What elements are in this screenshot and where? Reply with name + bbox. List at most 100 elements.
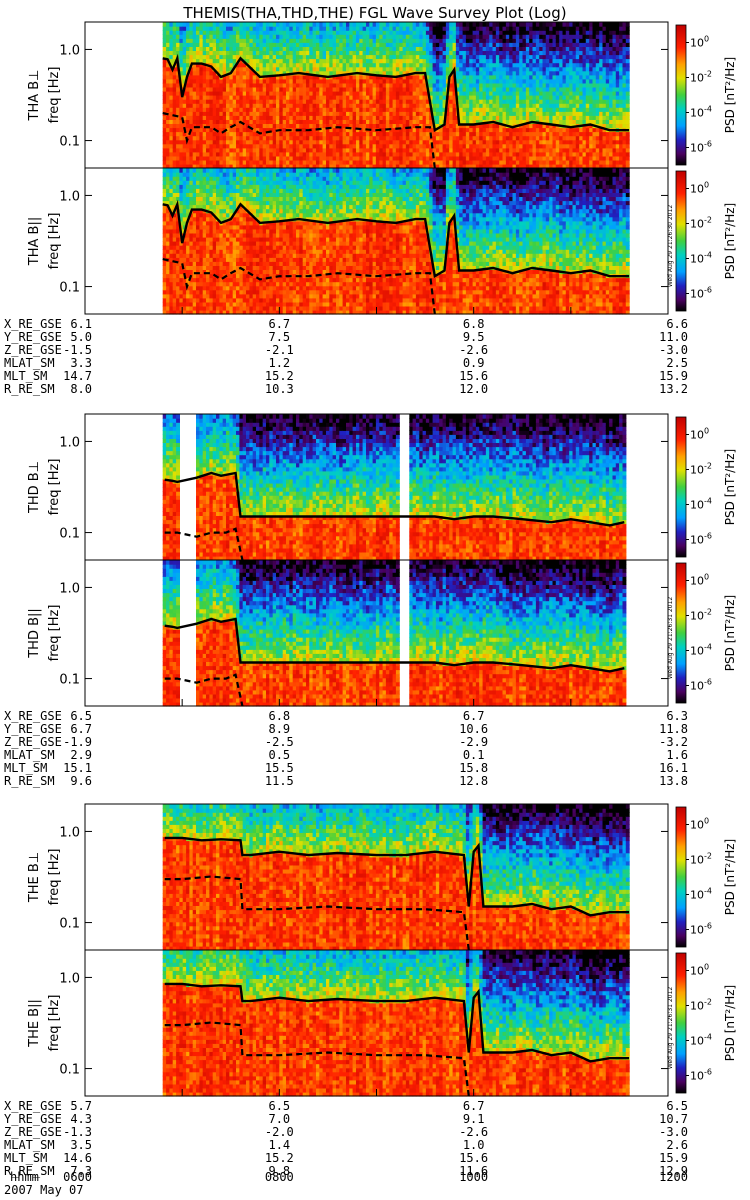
spectrogram-cell (302, 99, 307, 104)
spectrogram-cell (202, 74, 207, 80)
spectrogram-cell (545, 123, 550, 129)
spectrogram-cell (539, 30, 544, 35)
spectrogram-cell (342, 163, 347, 169)
spectrogram-cell (189, 163, 194, 169)
spectrogram-cell (179, 95, 184, 100)
spectrogram-cell (319, 143, 324, 149)
spectrogram-cell (502, 22, 507, 27)
spectrogram-cell (505, 143, 510, 149)
spectrogram-cell (316, 82, 320, 88)
spectrogram-cell (176, 50, 180, 56)
spectrogram-cell (166, 90, 170, 96)
spectrogram-cell (522, 70, 527, 76)
spectrogram-cell (242, 155, 247, 161)
spectrogram-cell (422, 131, 427, 137)
spectrogram-cell (389, 147, 394, 153)
spectrogram-cell (609, 151, 613, 157)
spectrogram-cell (182, 22, 187, 27)
spectrogram-cell (362, 119, 367, 124)
spectrogram-cell (545, 34, 550, 39)
spectrogram-cell (306, 139, 310, 145)
spectrogram-cell (475, 107, 480, 112)
spectrogram-cell (439, 139, 444, 145)
spectrogram-cell (222, 34, 227, 39)
spectrogram-cell (512, 78, 517, 84)
spectrogram-cell (336, 50, 340, 56)
spectrogram-cell (279, 70, 284, 76)
spectrogram-cell (186, 34, 190, 39)
spectrogram-cell (469, 62, 474, 68)
spectrogram-cell (342, 90, 347, 96)
spectrogram-cell (529, 127, 534, 133)
spectrogram-cell (322, 78, 327, 84)
spectrogram-cell (339, 115, 344, 120)
spectrogram-cell (276, 54, 280, 60)
spectrogram-cell (179, 127, 184, 133)
spectrogram-cell (196, 62, 200, 68)
spectrogram-cell (455, 54, 460, 60)
spectrogram-cell (479, 123, 484, 129)
spectrogram-cell (482, 42, 487, 47)
spectrogram-cell (542, 58, 547, 64)
spectrogram-cell (525, 86, 530, 92)
spectrogram-cell (375, 54, 380, 60)
spectrogram-cell (199, 90, 204, 96)
spectrogram-cell (542, 42, 547, 47)
spectrogram-cell (272, 82, 277, 88)
spectrogram-cell (242, 42, 247, 47)
spectrogram-cell (419, 143, 424, 149)
spectrogram-cell (296, 74, 300, 80)
spectrogram-cell (209, 38, 214, 43)
spectrogram-cell (555, 155, 560, 161)
spectrogram-cell (306, 42, 310, 47)
spectrogram-cell (322, 34, 327, 39)
spectrogram-cell (532, 155, 537, 161)
spectrogram-cell (479, 58, 484, 64)
spectrogram-cell (529, 74, 534, 80)
spectrogram-cell (372, 131, 377, 137)
spectrogram-cell (269, 86, 274, 92)
spectrogram-cell (495, 66, 500, 72)
spectrogram-cell (549, 82, 554, 88)
spectrogram-cell (532, 38, 537, 43)
spectrogram-cell (332, 38, 337, 43)
spectrogram-cell (479, 62, 484, 68)
spectrogram-cell (262, 143, 267, 149)
spectrogram-cell (469, 139, 474, 145)
spectrogram-cell (322, 58, 327, 64)
spectrogram-cell (166, 46, 170, 51)
spectrogram-cell (482, 86, 487, 92)
spectrogram-cell (209, 82, 214, 88)
spectrogram-cell (319, 147, 324, 153)
spectrogram-cell (619, 70, 623, 76)
spectrogram-cell (356, 54, 360, 60)
spectrogram-cell (509, 78, 514, 84)
spectrogram-cell (489, 131, 494, 137)
spectrogram-cell (449, 78, 454, 84)
spectrogram-cell (489, 99, 494, 104)
spectrogram-cell (409, 127, 414, 133)
spectrogram-cell (395, 46, 400, 51)
spectrogram-cell (565, 90, 570, 96)
spectrogram-cell (306, 151, 310, 157)
spectrogram-cell (216, 46, 220, 51)
spectrogram-cell (169, 159, 174, 165)
spectrogram-cell (292, 46, 297, 51)
spectrogram-cell (359, 111, 364, 116)
spectrogram-cell (372, 103, 377, 108)
spectrogram-cell (585, 90, 590, 96)
spectrogram-cell (489, 54, 494, 60)
spectrogram-cell (509, 151, 514, 157)
spectrogram-cell (329, 115, 334, 120)
spectrogram-cell (399, 143, 404, 149)
spectrogram-cell (162, 115, 167, 120)
spectrogram-cell (286, 99, 290, 104)
spectrogram-cell (425, 139, 430, 145)
spectrogram-cell (216, 30, 220, 35)
spectrogram-cell (465, 22, 470, 27)
spectrogram-cell (222, 139, 227, 145)
spectrogram-cell (445, 123, 450, 129)
spectrogram-cell (519, 135, 524, 141)
spectrogram-cell (469, 86, 474, 92)
spectrogram-cell (316, 50, 320, 56)
